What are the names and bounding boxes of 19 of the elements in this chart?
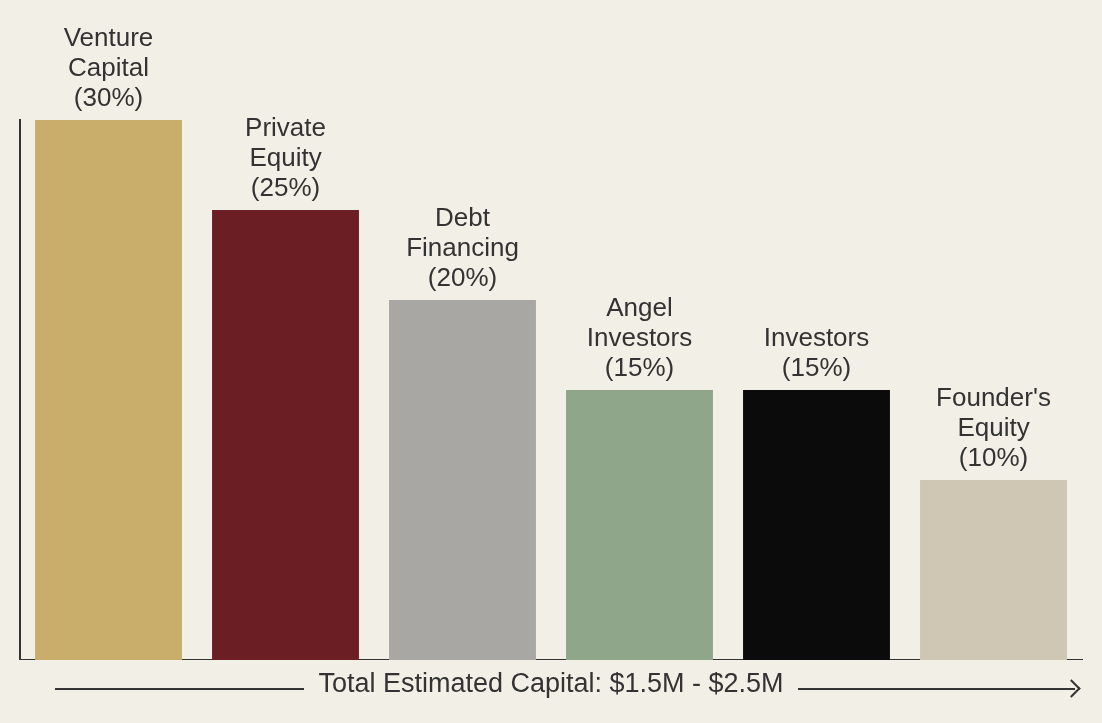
x-axis-title: Total Estimated Capital: $1.5M - $2.5M (304, 668, 798, 698)
x-tick-label: Angel Investors (586, 292, 693, 353)
bar (566, 390, 713, 660)
data-label: (25%) (250, 172, 321, 203)
data-label: (15%) (604, 352, 675, 383)
x-tick-label: Venture Capital (63, 22, 154, 83)
bar (389, 300, 536, 660)
bar (743, 390, 890, 660)
x-tick-label: Investors (763, 322, 870, 353)
bar (212, 210, 359, 660)
data-label: (20%) (427, 262, 498, 293)
x-tick-label: Founder's Equity (936, 382, 1051, 443)
bar (920, 480, 1067, 660)
x-tick-label: Private Equity (245, 112, 326, 173)
data-label: (30%) (73, 82, 144, 113)
bar (35, 120, 182, 660)
x-tick-label: Debt Financing (406, 202, 519, 263)
data-label: (10%) (958, 442, 1029, 473)
data-label: (15%) (781, 352, 852, 383)
